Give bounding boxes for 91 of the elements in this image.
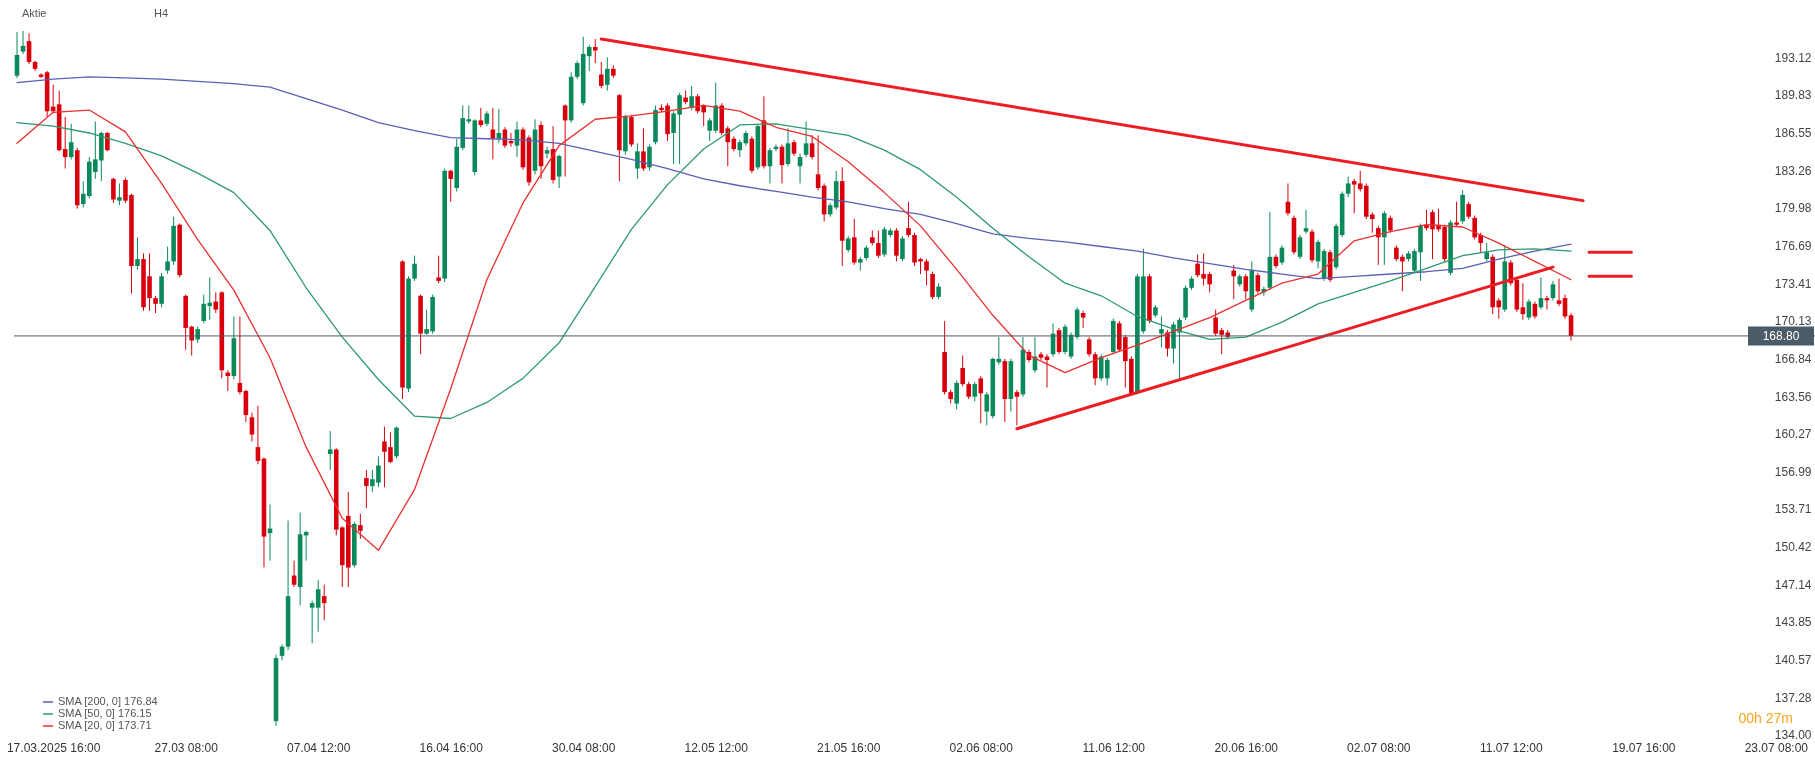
candlestick bbox=[478, 107, 484, 128]
candlestick bbox=[135, 236, 140, 270]
y-tick-label: 176.69 bbox=[1774, 238, 1812, 253]
legend-label: SMA [50, 0] 176.15 bbox=[58, 707, 152, 719]
candlestick bbox=[20, 30, 26, 55]
y-tick-label: 143.85 bbox=[1774, 615, 1812, 630]
x-tick-label: 17.03.2025 16:00 bbox=[6, 740, 101, 755]
ref-line-label: 168.80 bbox=[1762, 328, 1800, 343]
candlestick bbox=[327, 430, 333, 471]
x-tick-label: 20.06 16:00 bbox=[1214, 740, 1279, 755]
y-tick-label: 160.27 bbox=[1774, 427, 1812, 442]
candlestick bbox=[1159, 315, 1164, 348]
x-tick-label: 27.03 08:00 bbox=[154, 740, 219, 755]
text: Aktie bbox=[22, 7, 47, 19]
candlestick bbox=[111, 177, 116, 204]
candlestick bbox=[249, 412, 255, 442]
line-series bbox=[16, 76, 1572, 280]
candlestick bbox=[605, 56, 610, 92]
y-tick-label: 189.83 bbox=[1774, 88, 1812, 103]
x-tick-label: 16.04 16:00 bbox=[419, 740, 484, 755]
candlestick bbox=[321, 584, 327, 621]
line-series bbox=[16, 104, 1572, 551]
candlestick bbox=[1484, 242, 1490, 262]
y-tick-label: 173.41 bbox=[1774, 276, 1812, 291]
candlestick bbox=[165, 246, 170, 275]
candlestick bbox=[960, 354, 965, 387]
candlestick bbox=[358, 513, 363, 540]
candlestick bbox=[1231, 264, 1237, 300]
candlestick bbox=[309, 600, 315, 644]
candlestick bbox=[1454, 201, 1459, 228]
y-tick-label: 163.56 bbox=[1774, 389, 1812, 404]
x-tick-label: 11.06 12:00 bbox=[1082, 740, 1146, 755]
candlestick bbox=[689, 85, 694, 111]
y-tick-label: 183.26 bbox=[1774, 163, 1812, 178]
x-tick-label: 11.07 12:00 bbox=[1480, 740, 1543, 755]
line-series bbox=[16, 122, 1572, 420]
candlestick bbox=[412, 255, 417, 282]
candlestick bbox=[954, 380, 959, 410]
y-tick-label: 186.55 bbox=[1774, 125, 1812, 140]
x-tick-label: 02.07 08:00 bbox=[1347, 740, 1411, 755]
candlestick bbox=[544, 146, 550, 159]
candlestick bbox=[984, 391, 990, 426]
y-tick-label: 153.71 bbox=[1774, 502, 1812, 517]
candlestick bbox=[1345, 176, 1351, 198]
candlestick bbox=[1556, 278, 1562, 307]
x-tick-label: 30.04 08:00 bbox=[552, 740, 616, 755]
candlestick bbox=[598, 61, 604, 89]
y-tick-label: 193.12 bbox=[1774, 50, 1812, 65]
y-tick-label: 147.14 bbox=[1774, 577, 1812, 592]
candlestick bbox=[592, 38, 598, 64]
y-tick-label: 170.13 bbox=[1774, 314, 1812, 329]
x-tick-label: 19.07 16:00 bbox=[1612, 740, 1676, 755]
candlestick bbox=[1038, 351, 1044, 361]
candlestick bbox=[803, 121, 809, 158]
candlestick bbox=[1243, 273, 1249, 300]
y-tick-label: 156.99 bbox=[1774, 464, 1812, 479]
candlestick bbox=[972, 381, 978, 402]
y-tick-label: 137.28 bbox=[1774, 690, 1812, 705]
y-tick-label: 150.42 bbox=[1774, 540, 1812, 555]
candlestick bbox=[1303, 209, 1309, 235]
legend-label: SMA [200, 0] 176.84 bbox=[58, 695, 158, 707]
candlestick bbox=[213, 291, 219, 314]
candlestick bbox=[448, 169, 453, 203]
candlestick bbox=[978, 375, 984, 424]
candlestick bbox=[906, 201, 911, 238]
x-tick-label: 23.07 08:00 bbox=[1744, 740, 1809, 755]
y-tick-label: 140.57 bbox=[1774, 653, 1812, 668]
legend-label: SMA [20, 0] 173.71 bbox=[58, 719, 152, 731]
x-tick-label: 21.05 16:00 bbox=[817, 740, 881, 755]
candlestick bbox=[930, 271, 935, 300]
candlestick bbox=[876, 229, 881, 259]
candlestick bbox=[68, 123, 74, 160]
candlestick bbox=[1014, 389, 1020, 426]
candlestick bbox=[647, 143, 652, 172]
annotation: 00h 27m bbox=[1738, 710, 1793, 726]
x-tick-label: 12.05 12:00 bbox=[684, 740, 749, 755]
candlestick bbox=[900, 235, 905, 262]
y-tick-label: 134.00 bbox=[1774, 728, 1812, 743]
candlestick bbox=[315, 579, 321, 633]
candlestick bbox=[641, 127, 646, 172]
candlestick bbox=[635, 142, 640, 180]
x-tick-label: 02.06 08:00 bbox=[949, 740, 1014, 755]
candlestick bbox=[364, 469, 369, 509]
x-tick-label: 07.04 12:00 bbox=[286, 740, 351, 755]
text: H4 bbox=[154, 7, 169, 19]
candlestick bbox=[436, 255, 441, 284]
y-tick-label: 179.98 bbox=[1774, 201, 1812, 216]
candlestick bbox=[117, 182, 122, 206]
candlestick bbox=[924, 258, 929, 286]
y-tick-label: 166.84 bbox=[1774, 351, 1812, 366]
candlestick bbox=[105, 131, 110, 152]
